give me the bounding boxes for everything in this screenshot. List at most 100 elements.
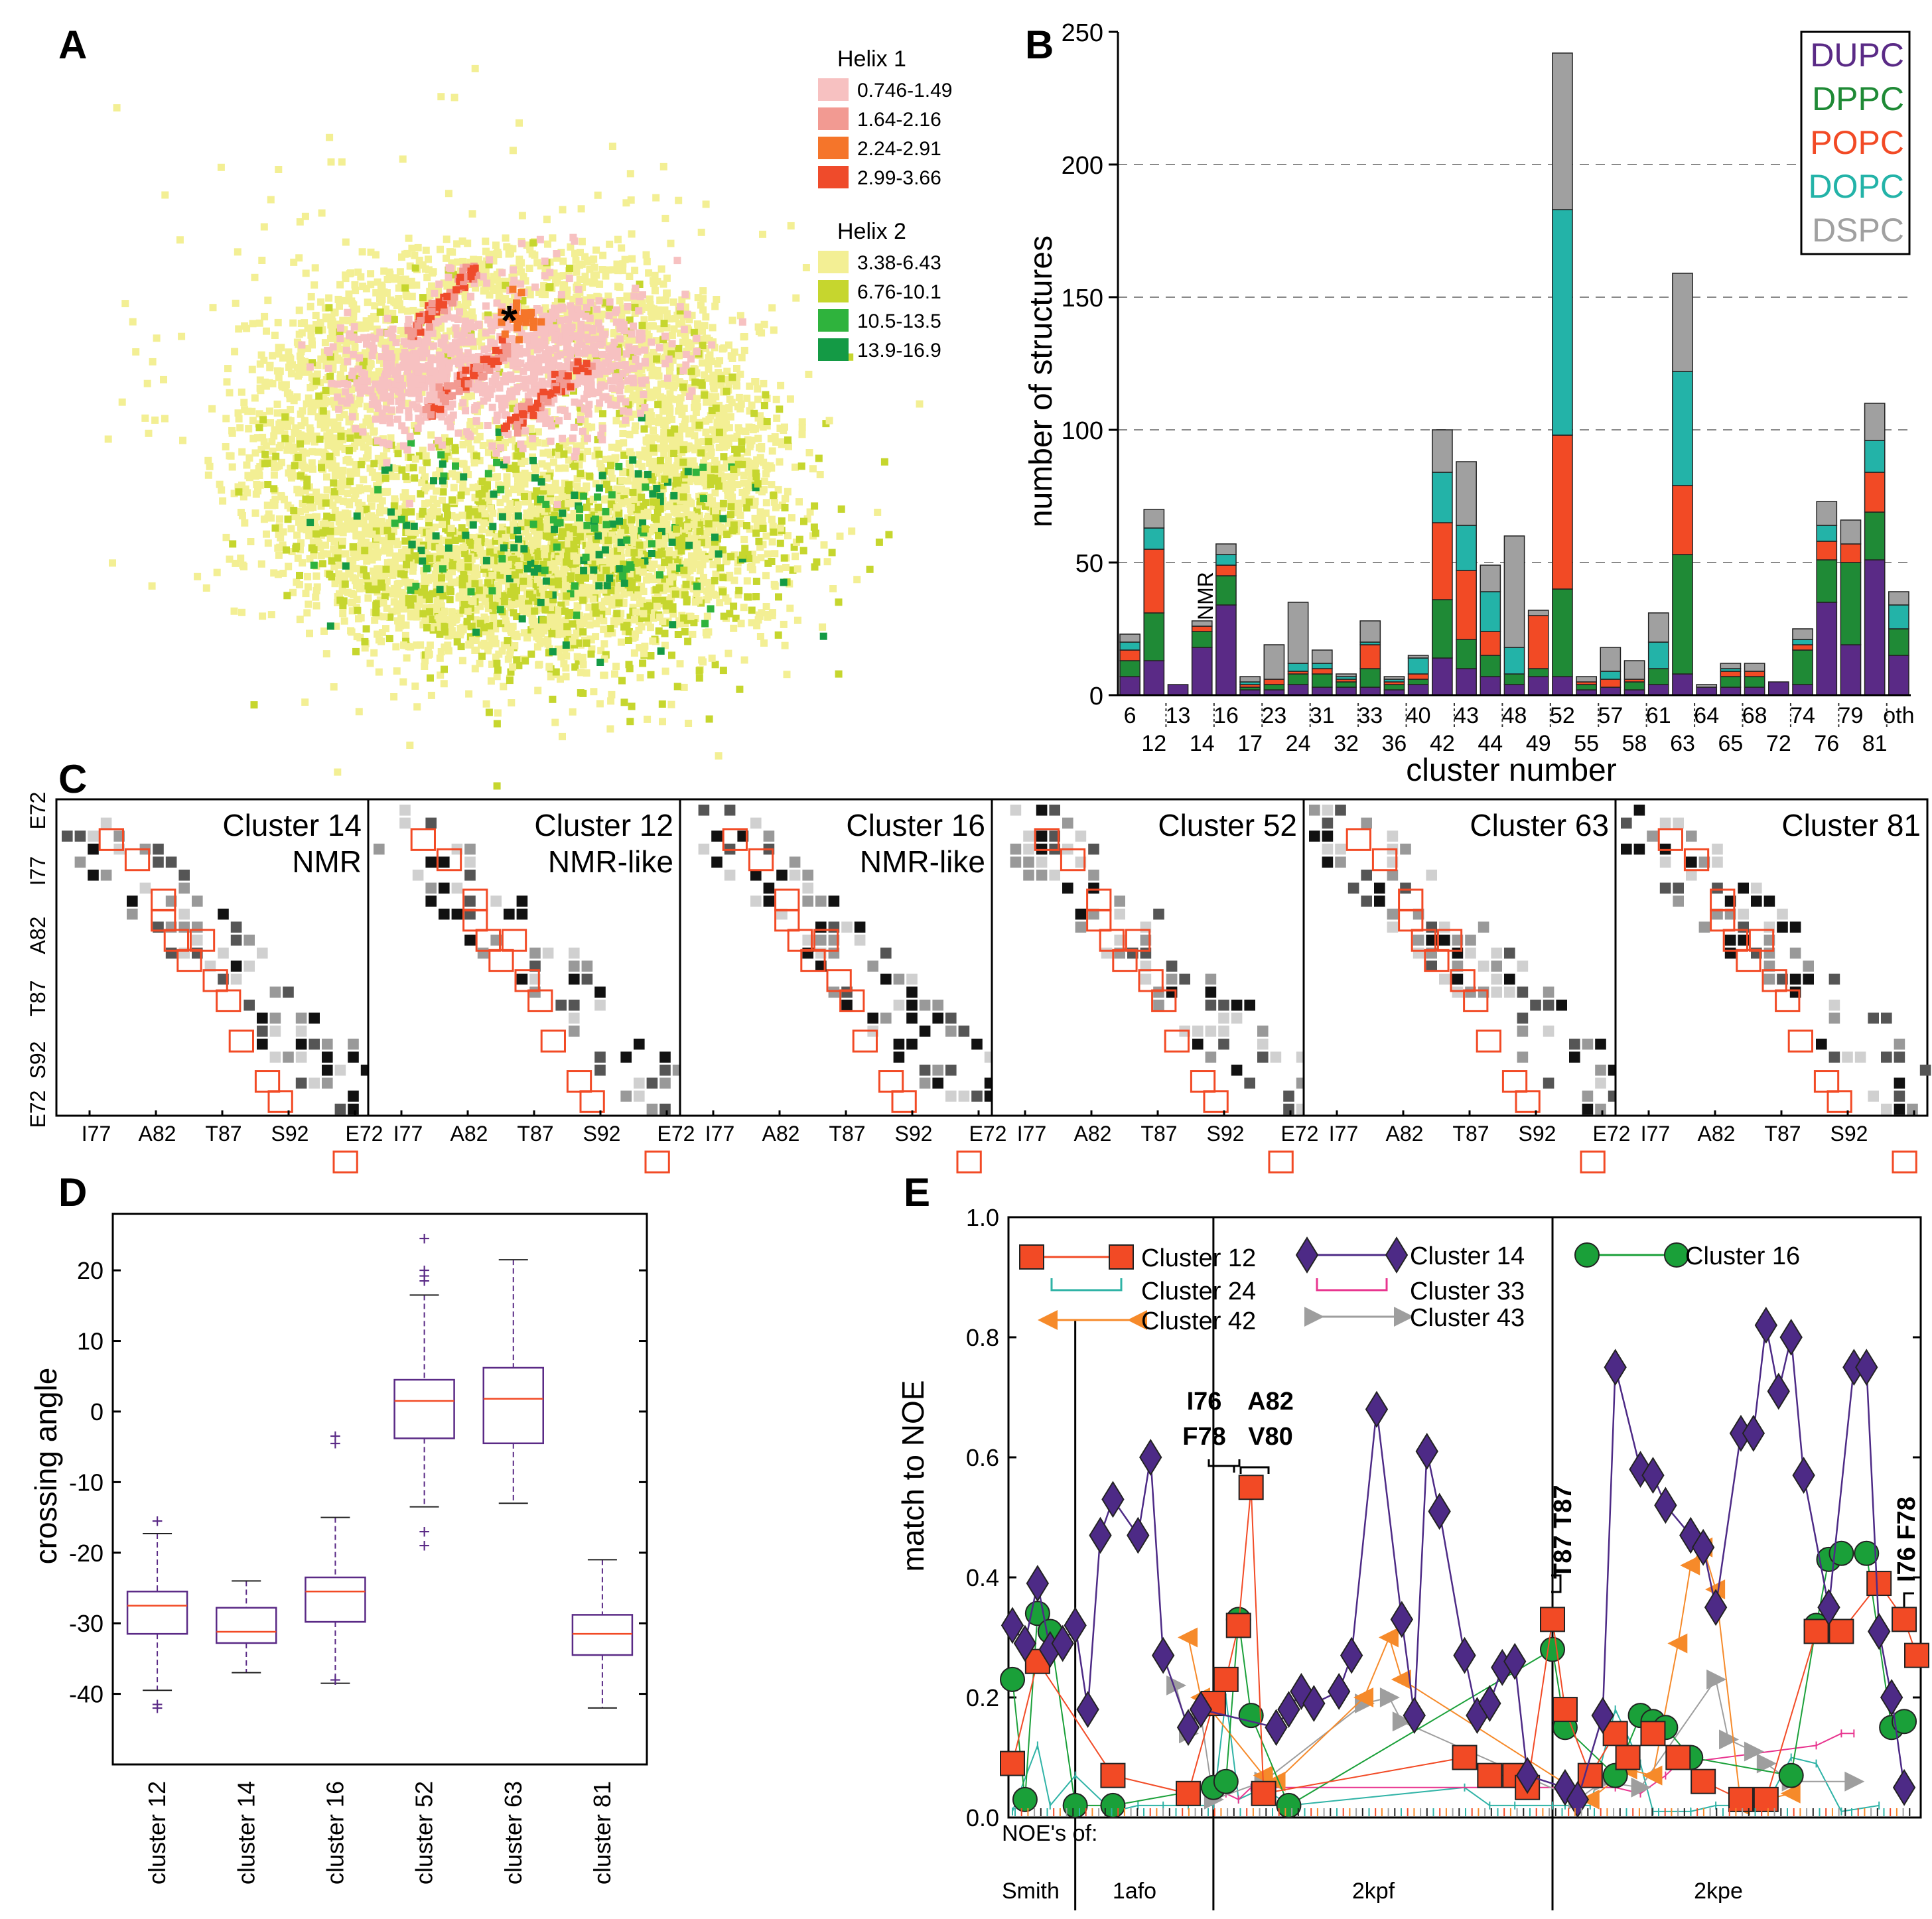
helix2-point bbox=[734, 403, 742, 411]
helix2-point bbox=[563, 652, 571, 660]
helix2-point bbox=[480, 584, 488, 592]
helix2-point bbox=[675, 320, 683, 328]
helix2-point bbox=[372, 541, 380, 549]
helix2-point bbox=[518, 460, 525, 467]
helix2-point bbox=[373, 534, 381, 542]
helix2-point bbox=[344, 498, 352, 506]
helix2-point bbox=[299, 364, 307, 371]
helix2-point bbox=[698, 656, 706, 664]
helix2-point bbox=[688, 311, 696, 319]
helix2-point bbox=[705, 499, 713, 507]
helix2-point bbox=[486, 561, 494, 568]
helix2-point bbox=[781, 641, 789, 649]
helix2-point bbox=[768, 515, 776, 523]
helix2-point bbox=[677, 504, 685, 512]
helix2-point bbox=[596, 280, 604, 288]
helix2-point bbox=[689, 415, 697, 423]
helix2-point bbox=[326, 133, 334, 141]
helix2-point bbox=[425, 524, 433, 532]
helix2-point bbox=[389, 571, 397, 579]
helix2-point bbox=[426, 287, 434, 295]
helix2-point bbox=[669, 346, 677, 354]
helix2-point bbox=[644, 531, 652, 539]
helix2-point bbox=[639, 659, 647, 667]
helix2-point bbox=[338, 541, 346, 549]
helix2-point bbox=[490, 552, 498, 560]
helix2-point bbox=[781, 503, 789, 511]
helix2-point bbox=[356, 324, 364, 332]
helix2-point bbox=[705, 462, 713, 470]
helix2-point bbox=[798, 418, 806, 426]
helix2-point bbox=[597, 647, 605, 655]
helix2-point bbox=[312, 587, 320, 594]
helix2-point bbox=[573, 537, 581, 545]
helix2-point bbox=[628, 525, 636, 533]
helix2-point bbox=[541, 545, 549, 553]
helix2-point bbox=[600, 617, 608, 625]
helix2-point bbox=[708, 551, 716, 559]
helix2-point bbox=[326, 432, 334, 440]
helix2-point bbox=[663, 417, 671, 425]
helix2-point bbox=[619, 420, 626, 428]
helix2-point bbox=[835, 670, 843, 678]
helix2-point bbox=[281, 430, 289, 438]
helix2-point bbox=[705, 494, 713, 501]
helix2-point bbox=[433, 326, 441, 334]
helix2-point bbox=[520, 493, 528, 500]
helix2-point bbox=[494, 709, 502, 717]
helix2-point bbox=[535, 517, 543, 525]
helix2-point bbox=[415, 452, 423, 460]
helix2-point bbox=[396, 505, 404, 513]
helix2-point bbox=[530, 554, 538, 561]
helix2-point bbox=[240, 493, 247, 501]
helix2-point bbox=[374, 495, 381, 503]
helix2-point bbox=[653, 602, 661, 610]
helix2-point bbox=[713, 470, 721, 478]
helix2-point bbox=[687, 511, 695, 519]
helix2-point bbox=[493, 659, 501, 667]
helix2-point bbox=[636, 615, 644, 622]
helix2-point bbox=[604, 592, 612, 600]
helix2-point bbox=[753, 522, 761, 530]
helix2-point bbox=[310, 399, 318, 407]
helix2-point bbox=[503, 480, 511, 488]
helix2-point bbox=[733, 432, 741, 440]
helix2-point bbox=[263, 501, 271, 509]
helix2-point bbox=[366, 438, 374, 446]
helix2-point bbox=[547, 545, 555, 553]
helix2-point bbox=[626, 545, 634, 553]
helix2-point bbox=[644, 715, 652, 723]
helix2-point bbox=[764, 611, 772, 618]
helix2-point bbox=[612, 417, 620, 425]
helix2-point bbox=[478, 478, 486, 485]
helix2-point bbox=[528, 503, 536, 511]
helix2-point bbox=[357, 516, 365, 524]
helix2-point bbox=[602, 272, 610, 280]
helix2-point bbox=[349, 406, 357, 414]
helix2-point bbox=[701, 322, 709, 330]
helix2-point bbox=[326, 334, 334, 342]
helix2-point bbox=[393, 607, 401, 615]
helix2-point bbox=[661, 641, 669, 649]
helix2-point bbox=[654, 387, 661, 395]
helix2-point bbox=[301, 698, 309, 706]
helix2-point bbox=[257, 351, 265, 359]
helix2-point bbox=[335, 576, 342, 584]
helix2-point bbox=[484, 605, 492, 613]
helix2-point bbox=[585, 547, 592, 555]
helix2-point bbox=[441, 643, 448, 651]
helix2-point bbox=[420, 596, 428, 604]
helix2-point bbox=[576, 519, 584, 527]
helix2-point bbox=[409, 595, 417, 603]
helix2-point bbox=[417, 490, 425, 498]
helix2-point bbox=[317, 355, 325, 363]
helix2-point bbox=[450, 484, 458, 492]
helix2-point bbox=[734, 481, 742, 489]
helix2-point bbox=[238, 608, 245, 616]
helix2-point bbox=[348, 318, 356, 326]
helix2-point bbox=[554, 298, 561, 306]
helix2-point bbox=[726, 413, 734, 421]
helix2-point bbox=[661, 580, 669, 588]
helix2-point bbox=[560, 450, 568, 458]
helix2-point bbox=[303, 449, 310, 457]
